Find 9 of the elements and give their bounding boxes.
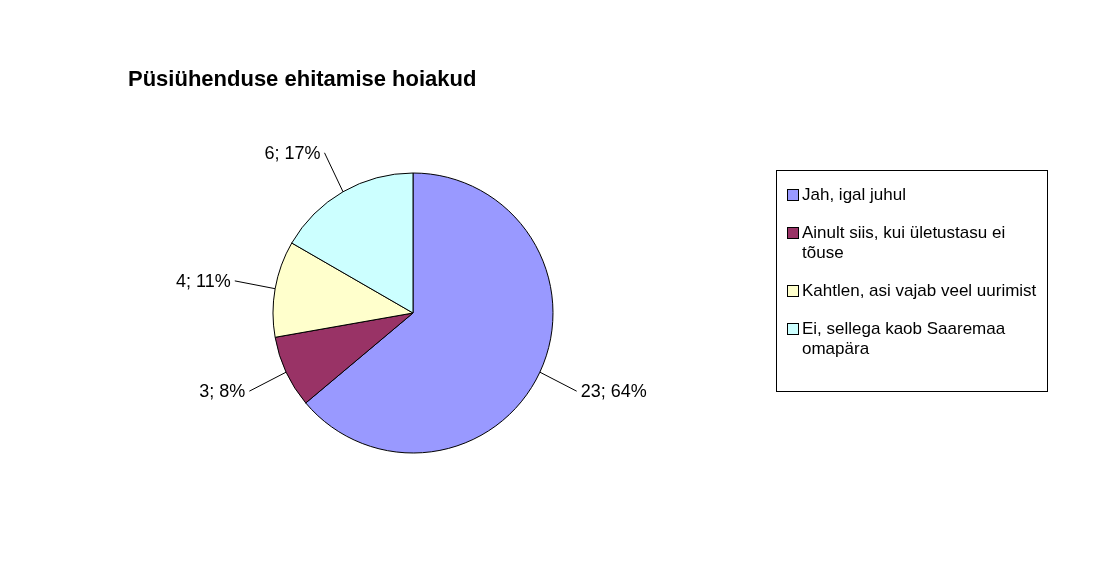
data-label: 3; 8% [199,381,246,402]
chart-title: Püsiühenduse ehitamise hoiakud [128,66,477,92]
legend-label: Jah, igal juhul [802,184,906,205]
legend-label: Ei, sellega kaob Saaremaa omapära [802,318,1007,359]
data-label: 23; 64% [580,381,647,402]
data-label: 6; 17% [264,142,321,163]
legend-label: Kahtlen, asi vajab veel uurimist [802,280,1037,301]
legend-label: Ainult siis, kui ületustasu ei tõuse [802,222,1007,263]
data-label: 4; 11% [176,270,231,291]
